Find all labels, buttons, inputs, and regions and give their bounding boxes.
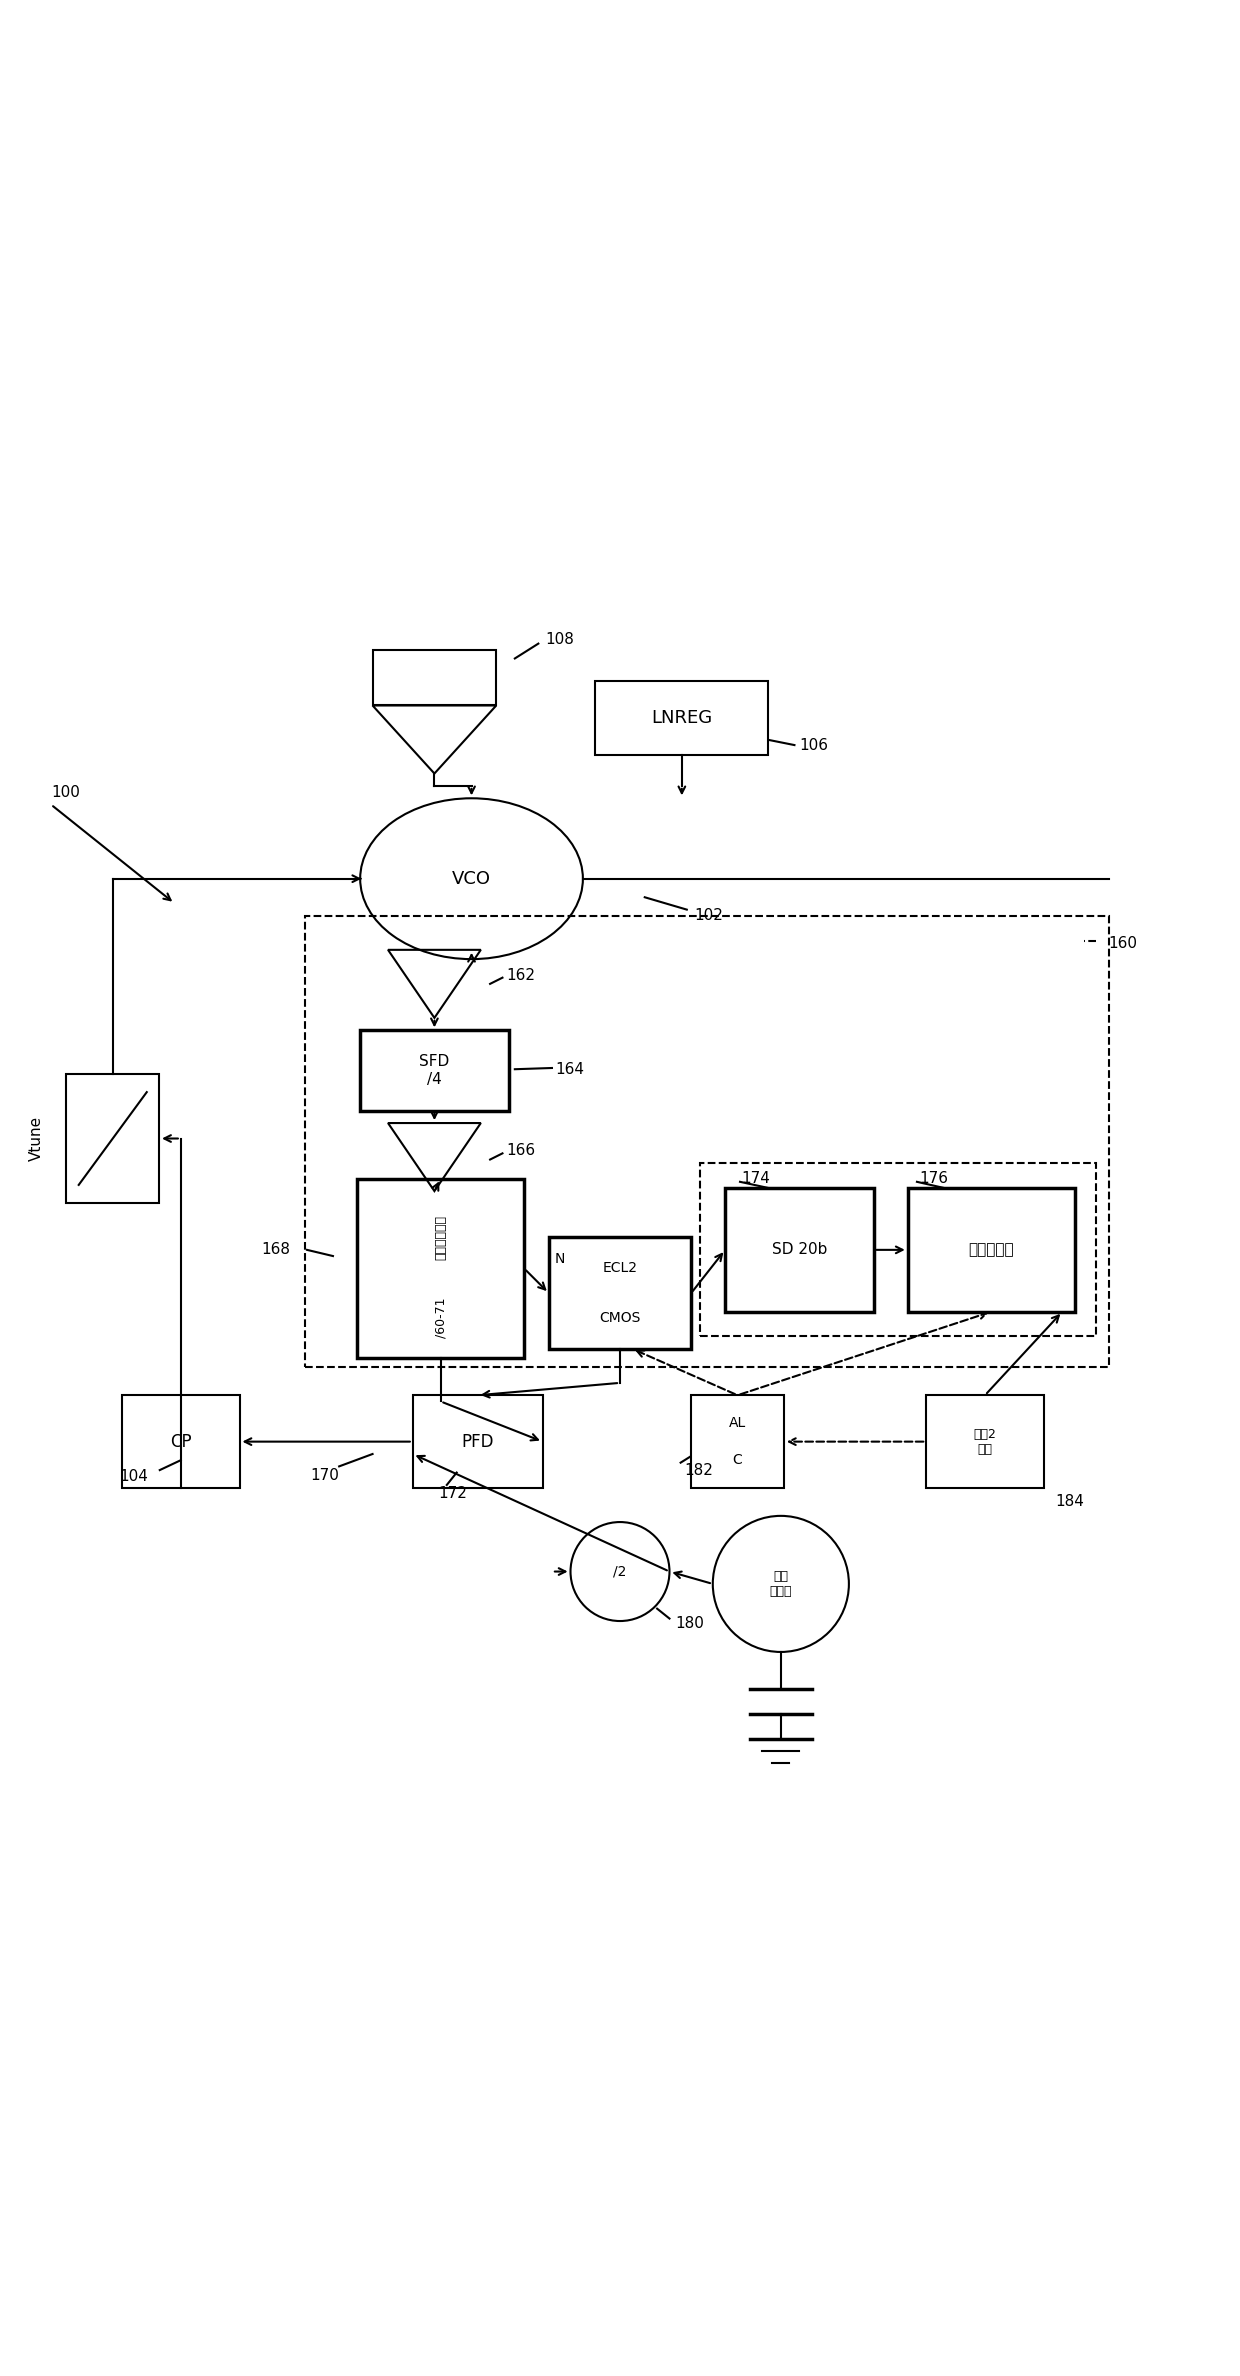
Text: 182: 182	[684, 1464, 713, 1478]
Text: ECL2: ECL2	[603, 1262, 637, 1276]
Text: 106: 106	[800, 737, 828, 753]
Bar	[725, 1188, 874, 1312]
Text: 差分2
信号: 差分2 信号	[973, 1428, 997, 1456]
Text: SFD
/4: SFD /4	[419, 1055, 450, 1086]
Text: N: N	[556, 1252, 565, 1266]
Bar	[691, 1395, 784, 1487]
Text: 104: 104	[119, 1468, 148, 1483]
Bar	[122, 1395, 239, 1487]
Text: 168: 168	[262, 1243, 290, 1257]
Bar	[67, 1074, 159, 1205]
Text: 184: 184	[1055, 1495, 1084, 1509]
Text: 164: 164	[556, 1062, 585, 1076]
Bar	[360, 1031, 508, 1110]
Bar	[305, 915, 1109, 1369]
Text: 100: 100	[51, 784, 79, 801]
Bar	[926, 1395, 1044, 1487]
Text: 176: 176	[919, 1171, 949, 1186]
Bar	[595, 682, 769, 756]
Text: VCO: VCO	[453, 870, 491, 889]
Text: CP: CP	[170, 1433, 192, 1452]
Text: SD 20b: SD 20b	[771, 1243, 827, 1257]
Text: 可编程分频器: 可编程分频器	[434, 1214, 448, 1259]
Text: /2: /2	[614, 1563, 626, 1578]
Text: 172: 172	[438, 1485, 467, 1502]
Text: C: C	[733, 1454, 743, 1468]
Text: 102: 102	[694, 908, 723, 924]
Text: 170: 170	[311, 1468, 340, 1483]
Bar	[413, 1395, 543, 1487]
Text: 参考
振荡器: 参考 振荡器	[770, 1571, 792, 1599]
Bar	[357, 1178, 525, 1359]
Bar	[372, 649, 496, 706]
Text: 162: 162	[506, 967, 536, 984]
Bar	[908, 1188, 1075, 1312]
Text: LNREG: LNREG	[651, 708, 713, 727]
Text: AL: AL	[729, 1416, 746, 1430]
Text: /60-71: /60-71	[434, 1297, 448, 1338]
Bar	[701, 1164, 1096, 1335]
Text: 108: 108	[546, 632, 574, 646]
Text: Vtune: Vtune	[29, 1117, 43, 1162]
Text: 160: 160	[1109, 936, 1138, 950]
Text: 斜坡产生器: 斜坡产生器	[968, 1243, 1014, 1257]
Bar	[549, 1238, 691, 1350]
Text: CMOS: CMOS	[599, 1312, 641, 1326]
Text: PFD: PFD	[461, 1433, 494, 1452]
Text: 166: 166	[506, 1143, 536, 1159]
Text: 174: 174	[742, 1171, 770, 1186]
Text: 180: 180	[676, 1616, 704, 1630]
